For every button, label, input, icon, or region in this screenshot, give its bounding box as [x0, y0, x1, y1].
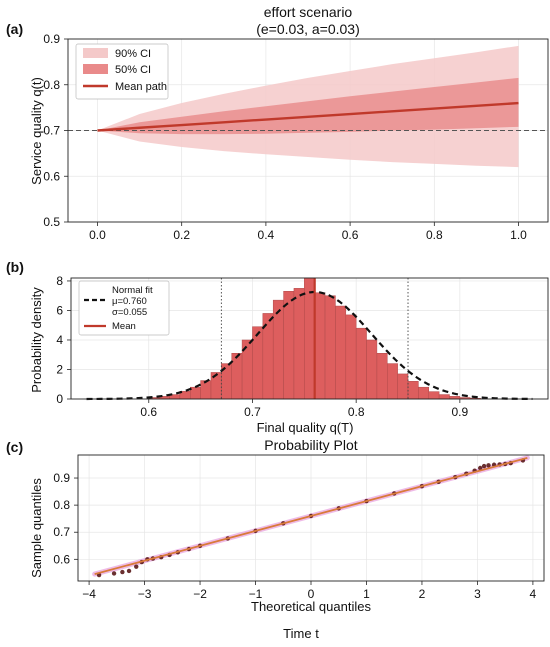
panel-c-x-tick-label: 1 [363, 587, 370, 601]
panel-a-y-tick-label: 0.6 [43, 169, 60, 183]
panel-c-x-tick-label: −4 [82, 587, 96, 601]
panel-a-legend-label-ci90: 90% CI [115, 48, 151, 60]
panel-a-x-tick-label: 0.0 [89, 228, 106, 242]
panel-a-y-tick-label: 0.7 [43, 124, 60, 138]
panel-a-y-tick-label: 0.8 [43, 78, 60, 92]
panel-c-plot-area: −4 −3 −2 −1 0 1 2 3 4 0.6 0.7 0.8 0.9 [53, 454, 545, 601]
panel-b-histogram-bar [345, 314, 357, 400]
panel-c-label: (c) [6, 439, 23, 455]
panel-b-y-tick-label: 4 [56, 333, 63, 347]
panel-b-legend-label-sigma: σ=0.055 [112, 307, 147, 318]
panel-b-x-tick-label: 0.7 [244, 405, 261, 419]
panel-b-y-axis-label: Probability density [29, 287, 44, 393]
panel-c-x-tick-label: 2 [419, 587, 426, 601]
panel-a-service-quality-paths: (a) effort scenario (e=0.03, a=0.03) Ser… [6, 4, 549, 242]
panel-c-sample-point [478, 465, 483, 471]
panel-c-x-tick-label: 0 [308, 587, 315, 601]
panel-b-histogram-bar [304, 277, 315, 400]
panel-a-y-tick-label: 0.9 [43, 32, 60, 46]
panel-b-histogram-bar [314, 292, 326, 400]
panel-c-x-tick-label: −3 [138, 587, 152, 601]
panel-b-plot-area: 0.6 0.7 0.8 0.9 0 2 4 6 8 Normal fitμ=0.760σ=0.05… [56, 274, 549, 419]
panel-b-histogram-bar [190, 386, 201, 400]
panel-b-legend-box [78, 280, 170, 336]
panel-b-histogram-bar [387, 363, 398, 400]
panel-c-y-tick-label: 0.7 [53, 525, 70, 539]
panel-a-legend-swatch-ci50 [83, 64, 108, 74]
panel-a-x-tick-label: 0.2 [173, 228, 190, 242]
panel-c-x-tick-label: 4 [530, 587, 537, 601]
panel-b-histogram-bar [200, 380, 212, 400]
panel-b-y-tick-label: 2 [56, 362, 63, 376]
panel-c-sample-point [486, 463, 491, 468]
panel-b-normal-fit-curve [86, 290, 533, 401]
panel-b-x-tick-label: 0.6 [140, 405, 157, 419]
panel-b-x-axis-label: Final quality q(T) [257, 420, 354, 435]
panel-b-histogram-bar [231, 353, 243, 400]
panel-b-label: (b) [6, 259, 24, 275]
panel-b-histogram-bar [335, 305, 347, 400]
panel-c-y-tick-label: 0.6 [53, 552, 70, 566]
panel-a-legend-swatch-ci90 [83, 48, 108, 58]
figure-footer-label: Time t [283, 626, 319, 641]
panel-b-y-tick-label: 6 [56, 303, 63, 317]
panel-c-sample-point [126, 568, 132, 574]
panel-c-title: Probability Plot [264, 437, 357, 453]
panel-b-legend-label-normal-fit: Normal fit [112, 285, 153, 296]
panel-c-sample-point [481, 463, 487, 469]
panel-b-legend-label-mean: Mean [112, 321, 136, 332]
panel-a-y-tick-label: 0.5 [43, 215, 60, 229]
panel-c-probability-plot: (c) Probability Plot Sample quantiles Th… [6, 437, 545, 614]
panel-c-sample-point [120, 569, 125, 575]
panel-b-histogram-bar [355, 327, 367, 400]
panel-b-histogram-bar [397, 373, 409, 400]
panel-a-mean-path-line [97, 101, 519, 132]
panel-b-histogram-bar [366, 339, 378, 400]
panel-b-x-tick-label: 0.9 [452, 405, 469, 419]
panel-b-legend-label-mu: μ=0.760 [112, 296, 147, 307]
panel-a-label: (a) [6, 21, 23, 37]
panel-a-x-tick-label: 1.0 [510, 228, 527, 242]
panel-c-y-tick-label: 0.8 [53, 498, 70, 512]
panel-c-sample-point [134, 564, 139, 569]
panel-b-axes-frame [70, 277, 549, 400]
panel-b-histogram-bar [376, 353, 388, 400]
panel-b-y-tick-label: 8 [56, 274, 63, 288]
panel-a-title: effort scenario [264, 4, 353, 20]
panel-a-ci50-band [97, 77, 519, 135]
panel-a-x-tick-label: 0.4 [258, 228, 275, 242]
panel-b-histogram-bar [418, 386, 429, 400]
panel-c-x-tick-label: −2 [193, 587, 207, 601]
panel-a-subtitle: (e=0.03, a=0.03) [256, 21, 360, 37]
panel-a-legend-label-mean: Mean path [115, 81, 167, 93]
panel-a-legend-label-ci50: 50% CI [115, 64, 151, 76]
panel-b-histogram-bar [428, 391, 440, 400]
panel-b-x-tick-label: 0.8 [348, 405, 365, 419]
panel-b-histogram-bar [438, 394, 450, 400]
panel-c-x-axis-label: Theoretical quantiles [251, 599, 371, 614]
panel-b-histogram-bar [272, 299, 284, 400]
panel-a-x-tick-label: 0.6 [342, 228, 359, 242]
panel-c-sample-point [111, 571, 117, 576]
panel-c-y-axis-label: Sample quantiles [29, 478, 44, 578]
panel-b-histogram-bar [283, 291, 295, 400]
panel-b-y-tick-label: 0 [56, 392, 63, 406]
panel-a-legend: 90% CI 50% CI Mean path [75, 43, 169, 100]
panel-c-axes-frame [77, 454, 545, 582]
panel-b-histogram-bar [252, 326, 264, 400]
panel-b-histogram-bar [293, 288, 305, 400]
panel-a-axes-frame [67, 38, 549, 223]
panel-c-x-tick-label: 3 [474, 587, 481, 601]
panel-c-y-tick-label: 0.9 [53, 471, 70, 485]
panel-c-reference-fit-line [94, 456, 528, 575]
panel-a-x-tick-label: 0.8 [426, 228, 443, 242]
panel-a-plot-area: 0.0 0.2 0.4 0.6 0.8 1.0 0.5 0.6 0.7 0.8 0.9 90% CI 5… [43, 32, 549, 242]
panel-b-final-quality-histogram: (b) Probability density Final quality q(… [6, 259, 549, 435]
panel-b-histogram-bar [407, 381, 419, 400]
panel-c-x-tick-label: −1 [249, 587, 263, 601]
panel-a-y-axis-label: Service quality q(t) [29, 77, 44, 185]
panel-b-histogram-bar [324, 295, 336, 400]
